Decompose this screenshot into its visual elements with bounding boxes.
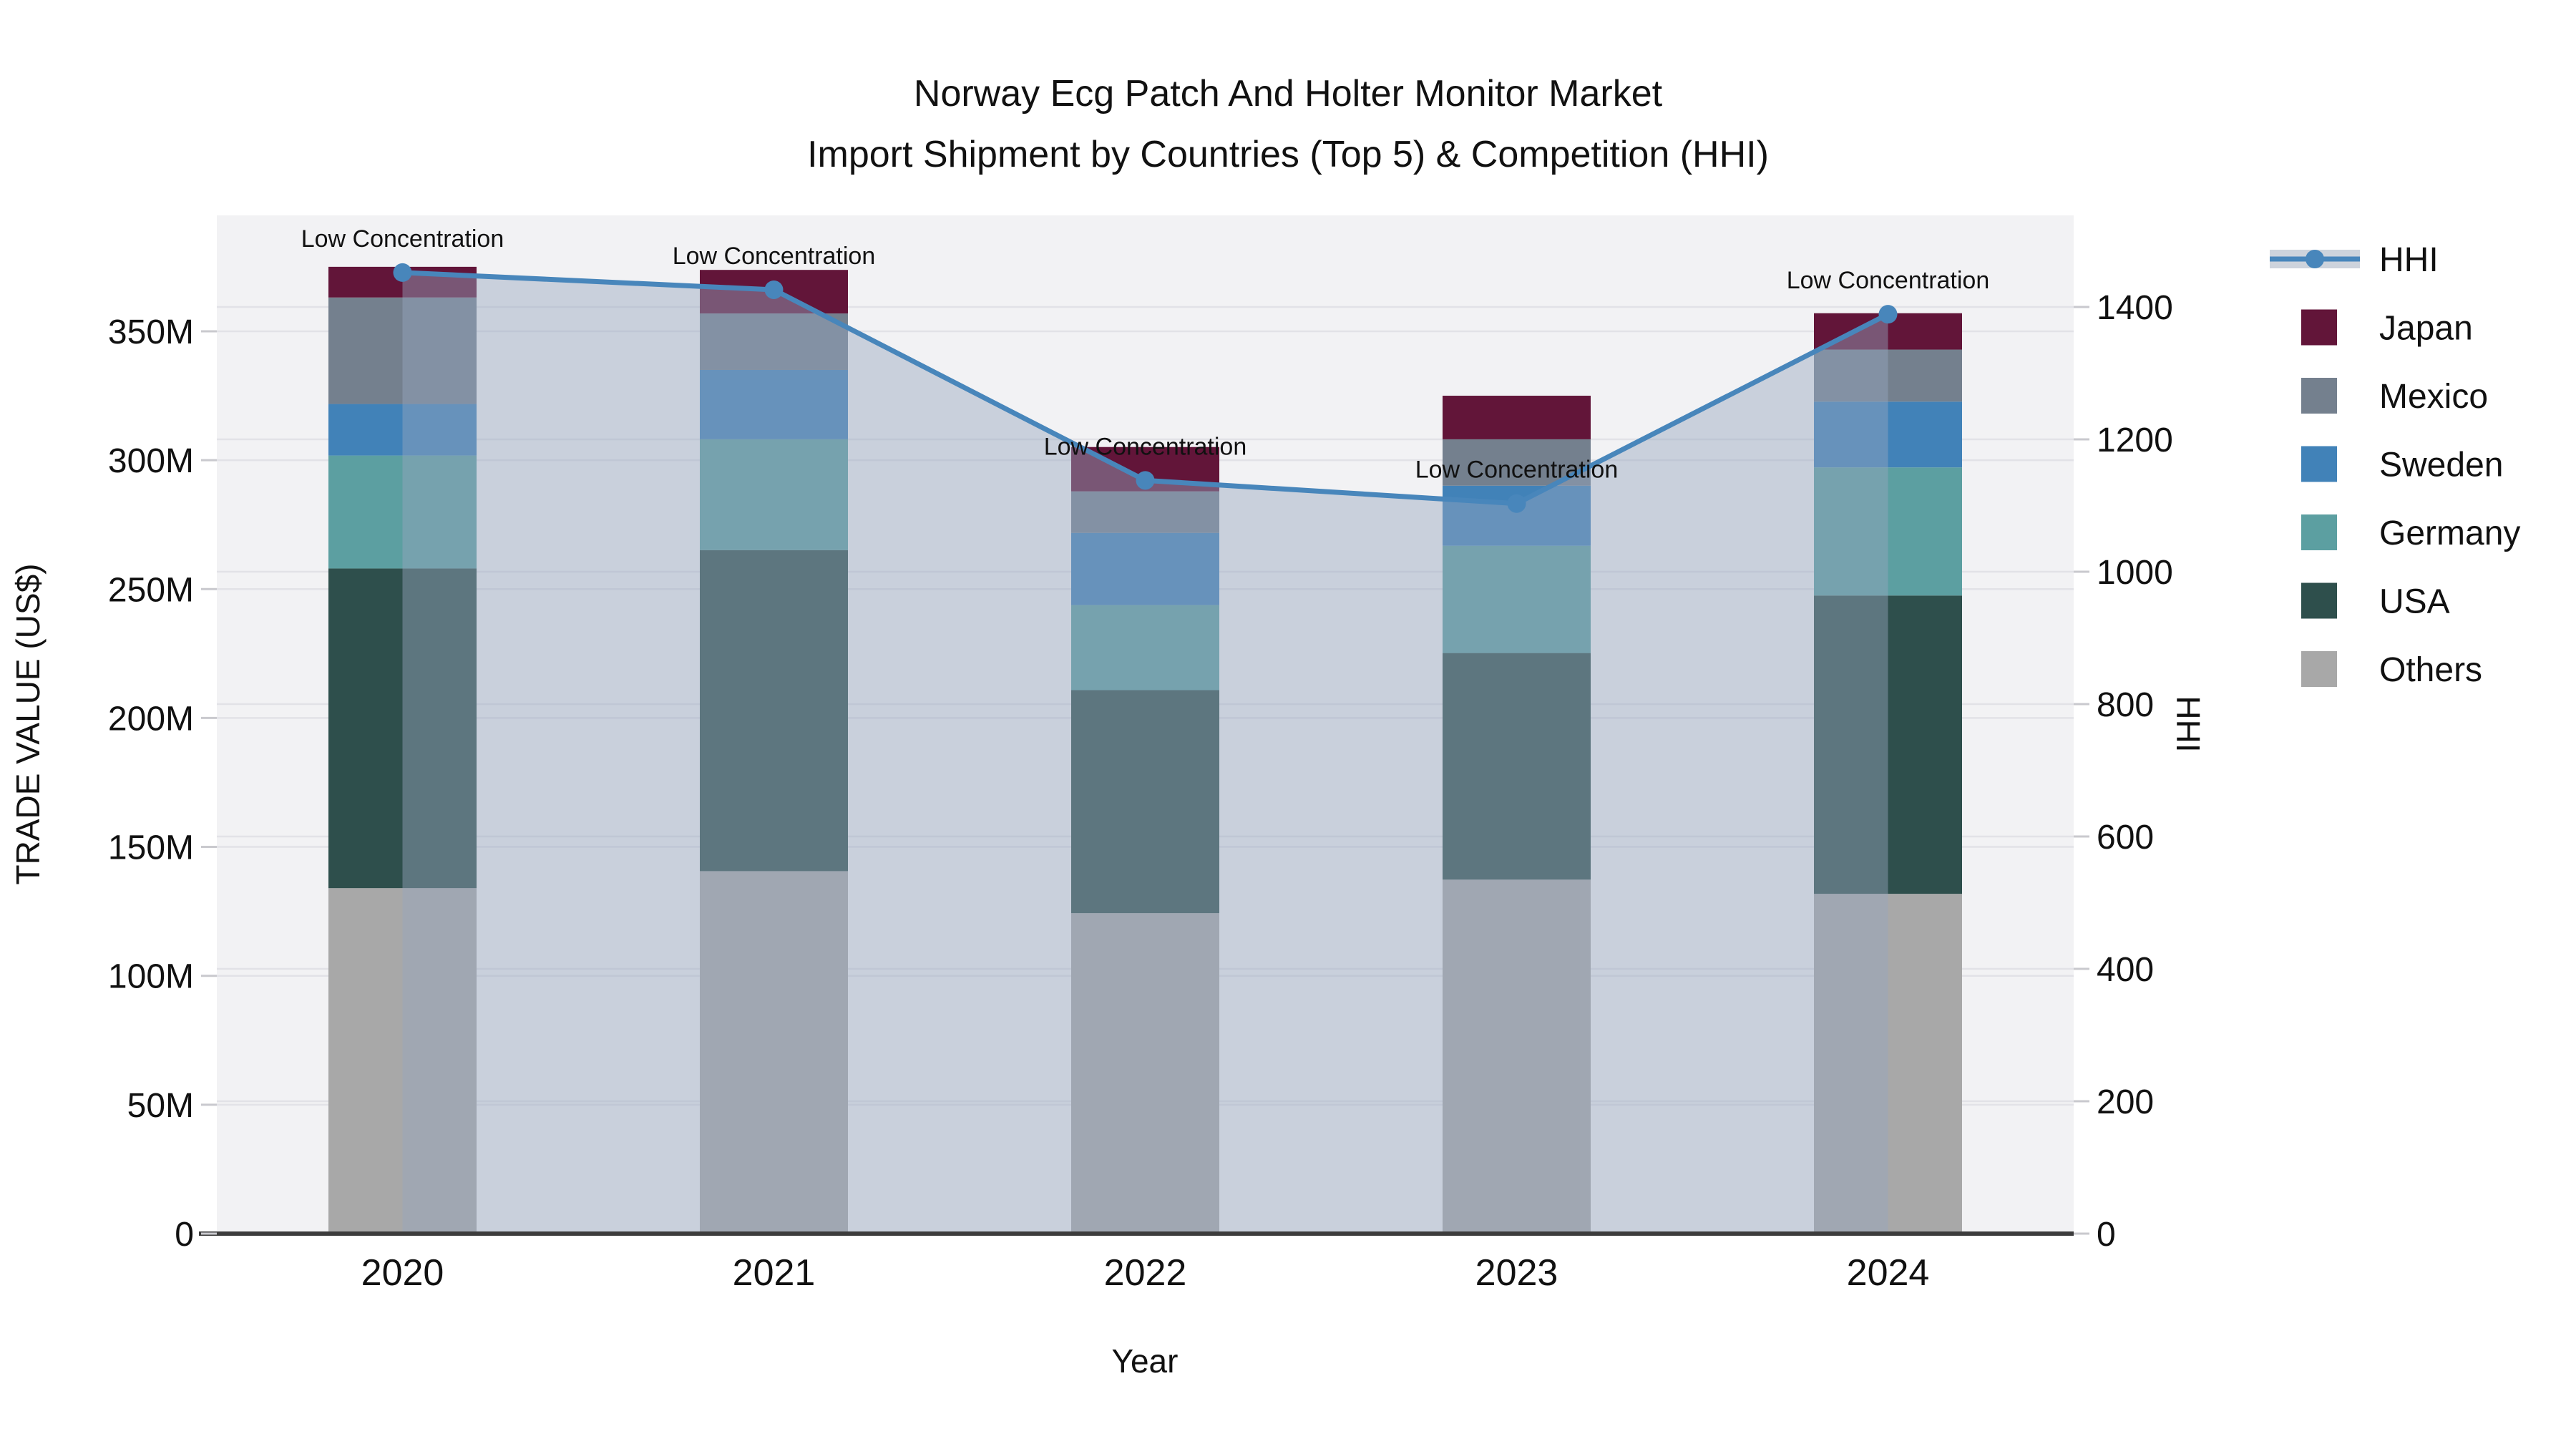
bar-segment-2022-sweden[interactable] xyxy=(1071,532,1219,605)
y-right-tick-label: 200 xyxy=(2097,1083,2154,1121)
plot-layer: 0 50M 100M 150M 200M 250M 300M 350M 0 200 400 600 80… xyxy=(108,215,2173,1294)
y-left-tick-label: 150M xyxy=(108,829,194,867)
legend-item-japan[interactable]: Japan xyxy=(2301,309,2473,348)
bar-segment-2020-usa[interactable] xyxy=(328,568,477,889)
y-left-tick-label: 200M xyxy=(108,700,194,738)
hhi-marker-2024[interactable] xyxy=(1878,305,1898,324)
legend-label-others: Others xyxy=(2379,651,2482,689)
y-right-tick-label: 800 xyxy=(2097,686,2154,724)
bar-segment-2021-sweden[interactable] xyxy=(700,369,848,439)
chart-title-line2: Import Shipment by Countries (Top 5) & C… xyxy=(807,134,1769,175)
bar-segment-2020-sweden[interactable] xyxy=(328,404,477,456)
y-left-axis-title: TRADE VALUE (US$) xyxy=(9,563,47,884)
y-left-tick-label: 300M xyxy=(108,442,194,480)
y-left-tick-label: 50M xyxy=(127,1087,194,1125)
legend-swatch-mexico xyxy=(2301,378,2337,414)
bar-segment-2023-usa[interactable] xyxy=(1443,653,1591,880)
hhi-marker-2023[interactable] xyxy=(1507,494,1526,513)
y-right-axis-title: HHI xyxy=(2170,696,2207,752)
y-right-tick-label: 1400 xyxy=(2097,289,2173,327)
legend-item-usa[interactable]: USA xyxy=(2301,582,2450,621)
y-right-tick-label: 0 xyxy=(2097,1216,2116,1254)
bar-segment-2022-others[interactable] xyxy=(1071,913,1219,1234)
annotation-2022: Low Concentration xyxy=(1044,433,1247,460)
legend-label-sweden: Sweden xyxy=(2379,447,2503,484)
bar-segment-2022-mexico[interactable] xyxy=(1071,491,1219,533)
legend-item-germany[interactable]: Germany xyxy=(2301,514,2520,552)
bar-segment-2021-others[interactable] xyxy=(700,871,848,1234)
bar-segment-2023-others[interactable] xyxy=(1443,879,1591,1234)
hhi-marker-2020[interactable] xyxy=(393,263,412,282)
bar-segment-2022-germany[interactable] xyxy=(1071,605,1219,691)
legend-swatch-others xyxy=(2301,651,2337,687)
legend: HHI Japan Mexico Sweden Germany USA Others xyxy=(2270,241,2520,689)
bar-segment-2020-germany[interactable] xyxy=(328,455,477,569)
hhi-marker-2022[interactable] xyxy=(1136,471,1155,490)
y-right-tick-label: 1000 xyxy=(2097,554,2173,592)
legend-swatch-japan xyxy=(2301,309,2337,346)
legend-label-germany: Germany xyxy=(2379,514,2520,552)
bar-segment-2020-mexico[interactable] xyxy=(328,297,477,404)
hhi-marker-swatch xyxy=(2306,250,2324,268)
chart-title-line1: Norway Ecg Patch And Holter Monitor Mark… xyxy=(914,73,1663,114)
legend-item-others[interactable]: Others xyxy=(2301,651,2482,689)
legend-item-hhi[interactable]: HHI xyxy=(2270,241,2439,279)
x-tick-label-2020: 2020 xyxy=(361,1252,444,1294)
legend-swatch-usa xyxy=(2301,582,2337,619)
y-left-tick-label: 100M xyxy=(108,958,194,996)
bar-segment-2022-usa[interactable] xyxy=(1071,690,1219,914)
hhi-marker-2021[interactable] xyxy=(764,280,784,299)
legend-label-mexico: Mexico xyxy=(2379,378,2488,416)
bar-segment-2024-others[interactable] xyxy=(1814,894,1962,1234)
annotation-2023: Low Concentration xyxy=(1415,457,1619,484)
legend-item-mexico[interactable]: Mexico xyxy=(2301,378,2488,416)
y-left-tick-label: 0 xyxy=(175,1216,194,1254)
x-tick-label-2022: 2022 xyxy=(1104,1252,1187,1294)
y-right-tick-label: 1200 xyxy=(2097,421,2173,459)
annotation-2020: Low Concentration xyxy=(301,225,504,253)
bar-segment-2020-others[interactable] xyxy=(328,888,477,1234)
y-right-tick-label: 400 xyxy=(2097,951,2154,989)
x-tick-label-2023: 2023 xyxy=(1475,1252,1558,1294)
x-tick-label-2021: 2021 xyxy=(733,1252,816,1294)
legend-label-usa: USA xyxy=(2379,583,2450,621)
legend-label-hhi: HHI xyxy=(2379,241,2439,279)
bar-segment-2021-germany[interactable] xyxy=(700,439,848,550)
annotation-2024: Low Concentration xyxy=(1787,267,1990,294)
x-tick-label-2024: 2024 xyxy=(1847,1252,1930,1294)
y-left-tick-label: 350M xyxy=(108,313,194,351)
legend-label-japan: Japan xyxy=(2379,310,2473,348)
bar-segment-2021-mexico[interactable] xyxy=(700,313,848,370)
bar-segment-2024-mexico[interactable] xyxy=(1814,349,1962,402)
bar-segment-2023-germany[interactable] xyxy=(1443,545,1591,653)
bar-segment-2024-germany[interactable] xyxy=(1814,467,1962,596)
y-right-tick-label: 600 xyxy=(2097,819,2154,857)
legend-swatch-sweden xyxy=(2301,446,2337,482)
bar-segment-2023-japan[interactable] xyxy=(1443,396,1591,439)
x-axis-title: Year xyxy=(1112,1342,1179,1380)
bar-segment-2024-usa[interactable] xyxy=(1814,595,1962,894)
annotation-2021: Low Concentration xyxy=(673,243,876,270)
legend-swatch-germany xyxy=(2301,514,2337,550)
bar-segment-2024-sweden[interactable] xyxy=(1814,401,1962,468)
bar-segment-2021-usa[interactable] xyxy=(700,550,848,872)
annotations: Low Concentration Low Concentration Low Co… xyxy=(301,225,1990,484)
legend-item-sweden[interactable]: Sweden xyxy=(2301,446,2503,484)
y-left-tick-label: 250M xyxy=(108,571,194,609)
